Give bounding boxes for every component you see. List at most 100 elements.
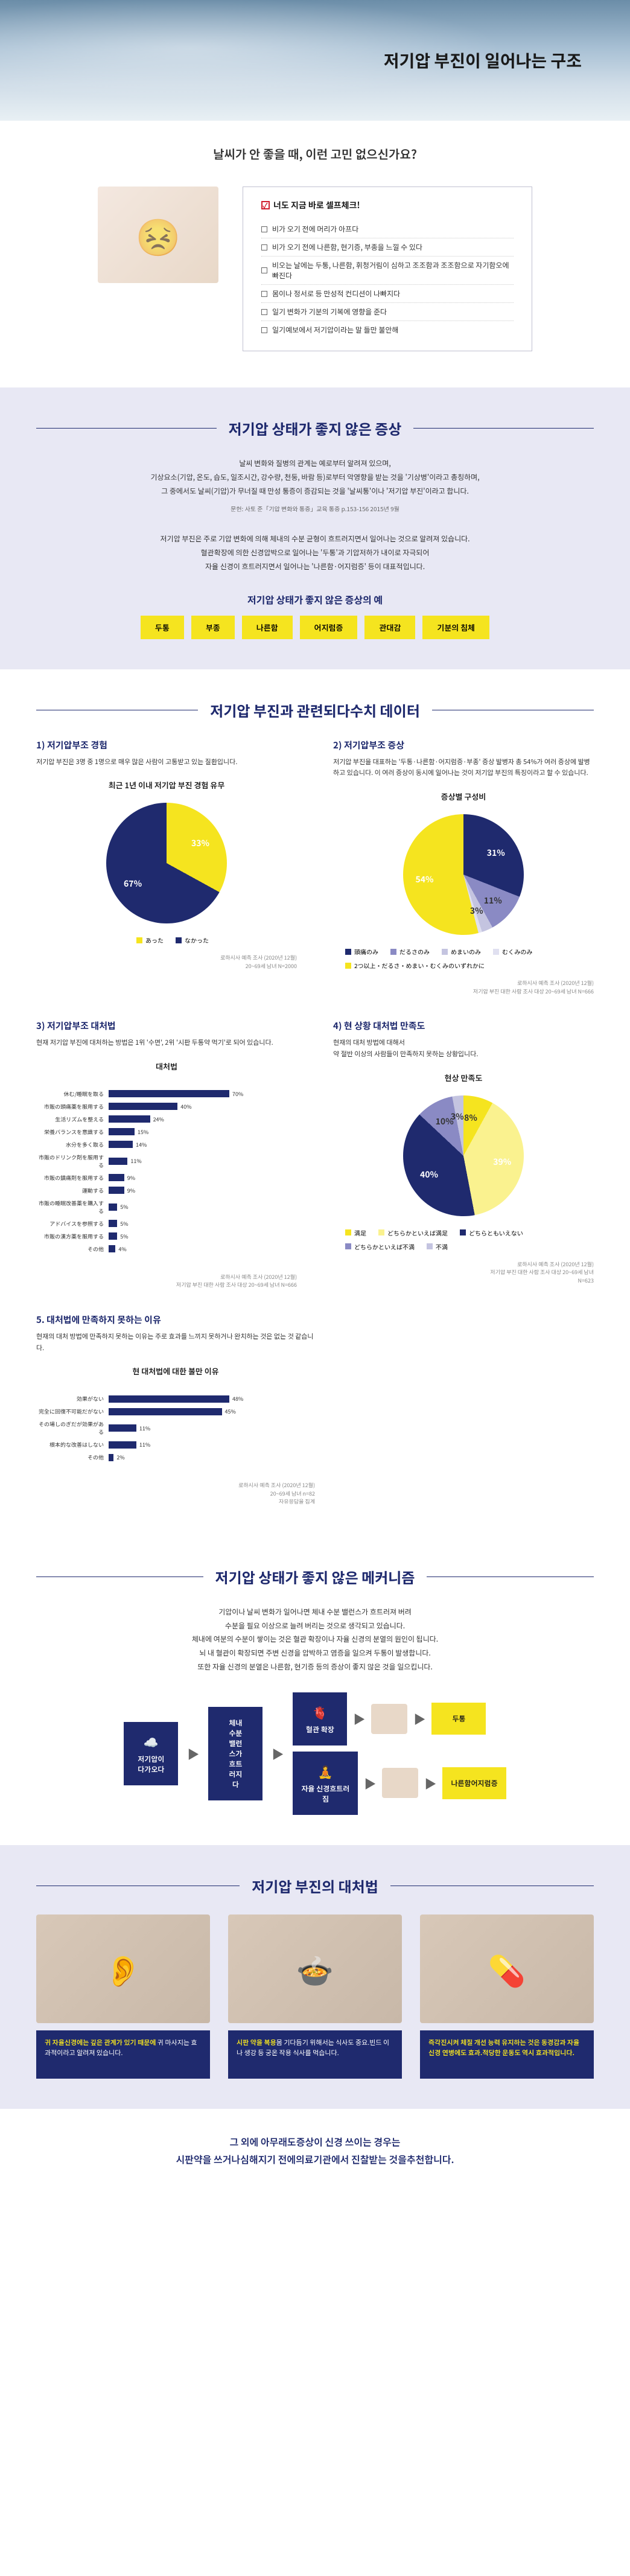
mech-bottom-row: 🧘 자율 신경흐트러 짐 ▶ ▶ 나른함어지럼증 [293,1752,506,1815]
pie-chart: 31%11%3%54% [403,814,524,935]
data-section: 저기압 부진과 관련되다수치 데이터 1) 저기압부조 경험저기압 부진은 3명… [0,669,630,1536]
legend-item: 不満 [427,1242,448,1251]
checkbox-icon [261,309,267,315]
bar-row: その他4% [36,1245,297,1253]
question-section: 날씨가 안 좋을 때, 이런 고민 없으신가요? 너도 지금 바로 셀프체크! … [0,121,630,387]
card-title: 4) 현 상황 대처법 만족도 [333,1019,594,1032]
legend-item: どちらかといえば不満 [345,1242,415,1251]
footer-note: 그 외에 아무래도증상이 신경 쓰이는 경우는 시판약을 쓰거나심해지기 전에의… [0,2109,630,2192]
arrow-icon: ▶ [187,1745,199,1762]
mech-heading: 저기압 상태가 좋지 않은 메커니즘 [215,1566,415,1587]
mech-top-row: 🫀 혈관 확장 ▶ ▶ 두통 [293,1692,506,1745]
bar-row: 根本的な改善はしない11% [36,1441,315,1449]
legend: あった なかった [124,936,209,945]
mechanism-section: 저기압 상태가 좋지 않은 메커니즘 기압이나 날씨 변화가 일어나면 체내 수… [0,1536,630,1845]
bar-row: 休む/睡眠を取る70% [36,1090,297,1098]
check-item: 비가 오기 전에 나른함, 현기증, 부종을 느낄 수 있다 [261,238,514,257]
treat-card: 🍲시판 약을 복용몸 기다듬기 위해서는 식사도 중요.빈드 이나 생강 등 궁… [228,1914,402,2079]
mech-image [371,1704,407,1734]
mech-image [382,1768,418,1798]
legend-item: 頭痛のみ [345,947,378,956]
bar-row: その他2% [36,1453,315,1461]
bar-row: 市販の頭痛薬を服用する40% [36,1103,297,1111]
bar-row: 市販の鎮痛剤を服用する9% [36,1174,297,1182]
treat-caption: 즉각진시켜 체질 개선 능력 유지하는 것은 동경감과 자율신경 연병에도 효과… [420,2030,594,2079]
mech-dizzy-box: 나른함어지럼증 [442,1767,506,1799]
bar-row: 水分を多く取る14% [36,1141,297,1149]
headache-image [98,187,218,283]
symptom-badge: 두통 [141,616,184,639]
bar-row: 市販の睡眠改善薬を購入する5% [36,1199,297,1215]
symptoms-heading-wrap: 저기압 상태가 좋지 않은 증상 [36,418,594,439]
chart-title: 증상별 구성비 [333,791,594,802]
chart-title: 최근 1년 이내 저기압 부진 경험 유무 [36,779,297,791]
check-item: 일기예보에서 저기압이라는 말 들만 불안해 [261,321,514,339]
checkbox-icon [261,291,267,297]
checkbox-icon [261,327,267,333]
symptom-badge: 나른함 [242,616,293,639]
legend-item: あった [136,936,164,945]
treat-grid: 👂귀 자율신경에는 깊은 관계가 있기 때문에 귀 마사지는 효과적이라고 알려… [36,1914,594,2079]
bar-chart: 休む/睡眠を取る70% 市販の頭痛薬を服用する40% 生活リズムを整える24% 栄養バ… [36,1084,297,1264]
bar-row: 生活リズムを整える24% [36,1115,297,1123]
mech-heading-wrap: 저기압 상태가 좋지 않은 메커니즘 [36,1566,594,1587]
treat-image: 🍲 [228,1914,402,2023]
check-item: 일기 변화가 기분의 기복에 영향을 준다 [261,303,514,321]
arrow-icon: ▶ [364,1774,376,1792]
data-card: 4) 현 상황 대처법 만족도현재의 대처 방법에 대해서 약 절반 이상의 사… [333,1019,594,1289]
mech-mid-box: 체내 수분 밸런 스가 흐트 러지 다 [208,1707,262,1800]
legend-item: なかった [176,936,209,945]
bar-row: 運動する9% [36,1187,297,1194]
question-content: 너도 지금 바로 셀프체크! 비가 오기 전에 머리가 아프다비가 오기 전에 … [48,187,582,351]
data-card: 3) 저기압부조 대처법현재 저기압 부진에 대처하는 방법은 1위 '수면',… [36,1019,297,1289]
src-note: 로하시사 예측 조사 (2020년 12월) 20~69세 남녀 N=2000 [36,954,297,970]
src-note: 로하시사 예측 조사 (2020년 12월) 저기압 부진 대한 사람 조사 대… [36,1273,297,1289]
question-title: 날씨가 안 좋을 때, 이런 고민 없으신가요? [48,145,582,162]
legend-item: どちらかといえば満足 [378,1228,448,1237]
person-icon: 🧘 [318,1762,333,1780]
bar-row: 市販の漢方薬を服用する5% [36,1232,297,1240]
cloud-icon: ☁️ [144,1733,159,1750]
checkbox-icon [261,226,267,232]
card-desc: 현재의 대처 방법에 만족하지 못하는 이유는 주로 효과를 느끼지 못하거나 … [36,1331,315,1353]
data-card: 5. 대처법에 만족하지 못하는 이유현재의 대처 방법에 만족하지 못하는 이… [36,1313,315,1506]
card-title: 1) 저기압부조 경험 [36,739,297,751]
mech-headache-box: 두통 [431,1703,486,1735]
chart-title: 대처법 [36,1060,297,1072]
legend-item: 2つ以上・だるさ・めまい・むくみのいずれかに [345,961,485,970]
symptoms-text-1: 날씨 변화와 질병의 관계는 예로부터 알려져 있으며, 기상요소(기압, 온도… [36,457,594,514]
arrow-icon: ▶ [424,1774,436,1792]
arrow-icon: ▶ [413,1710,425,1727]
bar-row: 完全に回復不可能だがない45% [36,1408,315,1415]
mech-nerves-box: 🧘 자율 신경흐트러 짐 [293,1752,358,1815]
bar-row: 栄養バランスを意識する15% [36,1128,297,1136]
data-heading-wrap: 저기압 부진과 관련되다수치 데이터 [36,700,594,721]
check-item: 비가 오기 전에 머리가 아프다 [261,220,514,238]
treat-card: 👂귀 자율신경에는 깊은 관계가 있기 때문에 귀 마사지는 효과적이라고 알려… [36,1914,210,2079]
treat-heading-wrap: 저기압 부진의 대처법 [36,1875,594,1896]
treatment-section: 저기압 부진의 대처법 👂귀 자율신경에는 깊은 관계가 있기 때문에 귀 마사… [0,1845,630,2109]
treat-heading: 저기압 부진의 대처법 [252,1875,378,1896]
symptom-badge: 어지럼증 [300,616,358,639]
card-desc: 현재 저기압 부진에 대처하는 방법은 1위 '수면', 2위 '시판 두통약 … [36,1037,297,1048]
src-note: 로하시사 예측 조사 (2020년 12월) 20~69세 남녀 n=82 자유… [36,1481,315,1506]
card-title: 2) 저기압부조 증상 [333,739,594,751]
hero-title: 저기압 부진이 일어나는 구조 [384,48,582,72]
data-card: 1) 저기압부조 경험저기압 부진은 3명 중 1명으로 매우 많은 사람이 고… [36,739,297,995]
check-item: 비오는 날에는 두통, 나른함, 휘청거림이 심하고 조조함과 조조함으로 자기… [261,257,514,285]
mech-split: 🫀 혈관 확장 ▶ ▶ 두통 🧘 자율 신경흐트러 짐 ▶ ▶ 나른함어지럼증 [293,1692,506,1815]
mech-vessels-box: 🫀 혈관 확장 [293,1692,347,1745]
bar-row: アドバイスを参照する5% [36,1220,297,1228]
mech-flow: ☁️ 저기압이 다가오다 ▶ 체내 수분 밸런 스가 흐트 러지 다 ▶ 🫀 혈… [36,1692,594,1815]
chart-title: 현상 만족도 [333,1072,594,1083]
legend-item: 満足 [345,1228,366,1237]
hr-line [413,428,594,429]
chart-title: 현 대처법에 대한 불만 이유 [36,1365,315,1377]
card-desc: 저기압 부진은 3명 중 1명으로 매우 많은 사람이 고통받고 있는 질환입니… [36,756,297,768]
card-desc: 현재의 대처 방법에 대해서 약 절반 이상의 사람들이 만족하지 못하는 상황… [333,1037,594,1059]
check-item: 몸이나 정서로 등 만성적 컨디션이 나빠지다 [261,285,514,303]
pie-chart: 33%67% [106,803,227,923]
mech-text: 기압이나 날씨 변화가 일어나면 체내 수분 밸런스가 흐트러져 버려수분을 필… [36,1605,594,1674]
checklist-title: 너도 지금 바로 셀프체크! [261,199,514,211]
checklist-title-text: 너도 지금 바로 셀프체크! [273,199,360,211]
